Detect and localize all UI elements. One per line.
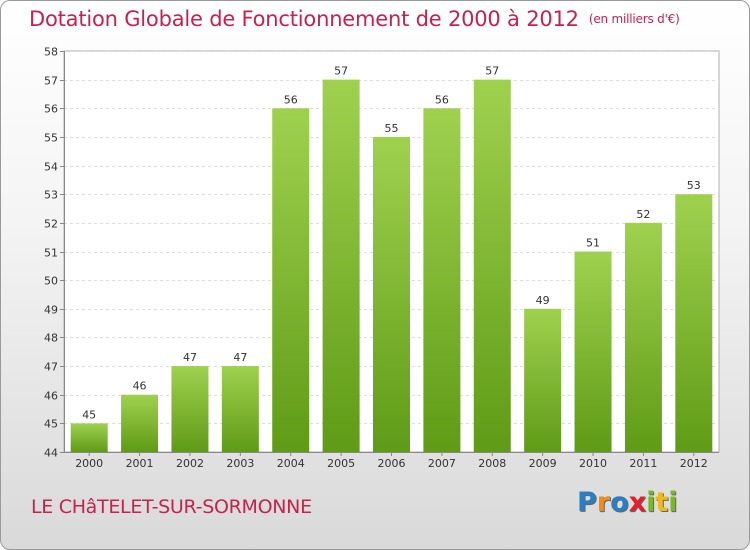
y-tick-label: 58 xyxy=(44,46,58,59)
logo-letter: x xyxy=(628,487,647,518)
proxiti-logo[interactable]: Proxiti xyxy=(577,487,678,518)
bar-2007 xyxy=(423,108,461,453)
logo-letter: o xyxy=(610,487,629,518)
y-tick-label: 50 xyxy=(44,275,58,288)
data-label-2005: 57 xyxy=(334,65,348,78)
bar-2006 xyxy=(373,136,410,452)
y-tick-label: 45 xyxy=(44,418,58,431)
data-label-2004: 56 xyxy=(284,93,298,106)
x-tick-label-2009: 2009 xyxy=(529,457,557,470)
data-label-2000: 45 xyxy=(82,408,96,421)
bar-2005 xyxy=(322,79,360,453)
logo-letter: r xyxy=(596,487,611,518)
x-tick-label-2006: 2006 xyxy=(378,457,406,470)
x-tick-label-2005: 2005 xyxy=(327,457,355,470)
data-label-2001: 46 xyxy=(133,380,147,393)
chart-unit: (en milliers d'€) xyxy=(588,12,680,26)
bar-2000 xyxy=(70,423,108,452)
x-tick-label-2002: 2002 xyxy=(176,457,204,470)
bar-2002 xyxy=(171,366,209,452)
logo-letter: P xyxy=(577,487,597,518)
y-tick-label: 52 xyxy=(44,218,58,231)
x-tick-label-2011: 2011 xyxy=(629,457,657,470)
x-tick-label-2000: 2000 xyxy=(75,457,103,470)
x-tick-label-2004: 2004 xyxy=(277,457,305,470)
x-tick-label-2007: 2007 xyxy=(428,457,456,470)
y-tick-label: 56 xyxy=(44,103,58,116)
logo-letter: i xyxy=(646,487,656,518)
y-tick-label: 51 xyxy=(44,247,58,260)
y-tick-label: 44 xyxy=(44,447,58,460)
data-label-2011: 52 xyxy=(636,208,650,221)
chart-title-text: Dotation Globale de Fonctionnement de 20… xyxy=(29,7,579,31)
data-label-2008: 57 xyxy=(485,65,499,78)
data-label-2006: 55 xyxy=(385,122,399,135)
y-tick-label: 53 xyxy=(44,189,58,202)
commune-name: LE CHâTELET-SUR-SORMONNE xyxy=(31,496,312,518)
logo-letter: t xyxy=(655,487,669,518)
x-tick-label-2003: 2003 xyxy=(226,457,254,470)
y-tick-label: 46 xyxy=(44,390,58,403)
bar-2003 xyxy=(221,366,259,452)
bar-2012 xyxy=(675,194,713,452)
x-tick-label-2001: 2001 xyxy=(126,457,154,470)
data-label-2003: 47 xyxy=(233,351,247,364)
bar-2011 xyxy=(624,222,662,452)
y-tick-label: 47 xyxy=(44,361,58,374)
bar-2008 xyxy=(473,79,511,453)
data-label-2002: 47 xyxy=(183,351,197,364)
data-label-2010: 51 xyxy=(586,237,600,250)
x-tick-label-2010: 2010 xyxy=(579,457,607,470)
logo-letter: i xyxy=(668,487,678,518)
chart-title: Dotation Globale de Fonctionnement de 20… xyxy=(29,7,680,31)
data-label-2012: 53 xyxy=(687,179,701,192)
bar-2009 xyxy=(524,308,562,452)
bar-2001 xyxy=(121,394,159,452)
y-tick-label: 48 xyxy=(44,332,58,345)
data-label-2007: 56 xyxy=(435,93,449,106)
x-tick-label-2008: 2008 xyxy=(478,457,506,470)
x-tick-label-2012: 2012 xyxy=(680,457,708,470)
bar-2004 xyxy=(272,108,310,453)
y-tick-label: 54 xyxy=(44,161,58,174)
data-label-2009: 49 xyxy=(536,294,550,307)
bar-2010 xyxy=(574,251,612,452)
y-tick-label: 55 xyxy=(44,132,58,145)
y-tick-label: 57 xyxy=(44,75,58,88)
y-tick-label: 49 xyxy=(44,304,58,317)
